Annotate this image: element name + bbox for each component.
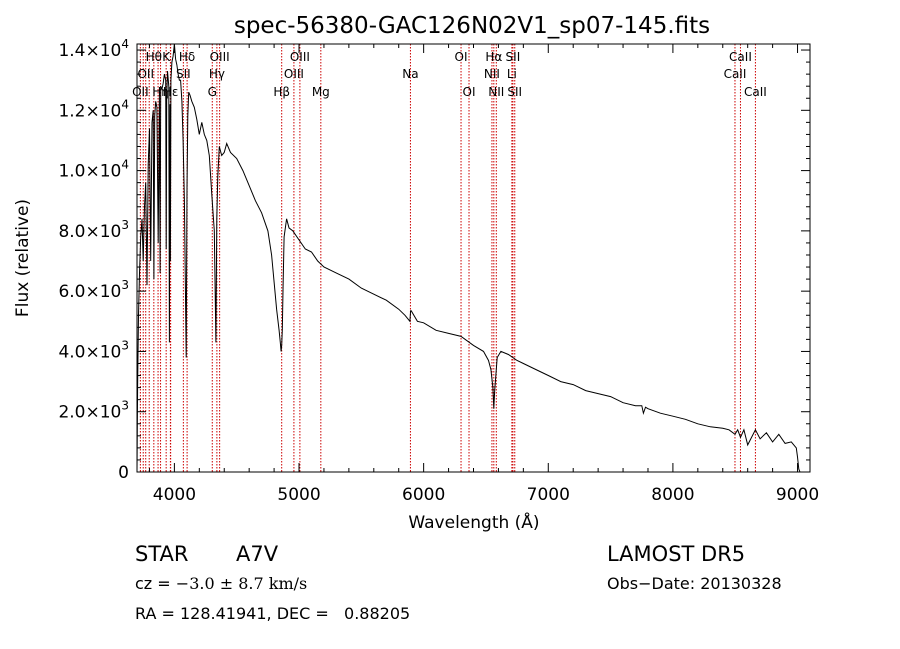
- line-marker-label: CaII: [724, 67, 747, 81]
- x-axis-label: Wavelength (Å): [408, 511, 539, 533]
- y-tick-label: 2.0×103: [58, 399, 129, 423]
- line-marker-label: CaII: [729, 50, 752, 64]
- x-tick-label: 9000: [776, 485, 819, 505]
- line-marker-labels: OIIOIIHθHηKHεSIIHδGHγOIIIHβOIIIOIIIMgNaO…: [132, 50, 767, 99]
- line-marker-label: OIII: [290, 50, 310, 64]
- survey-name: LAMOST DR5: [607, 542, 745, 566]
- line-marker-label: Hβ: [273, 85, 290, 99]
- spectrum-line: [136, 43, 801, 473]
- y-tick-label: 8.0×103: [58, 218, 129, 242]
- line-marker-label: Li: [507, 67, 517, 81]
- line-marker-label: Mg: [312, 85, 330, 99]
- line-marker-label: NII: [488, 85, 504, 99]
- x-tick-label: 4000: [153, 485, 196, 505]
- x-tick-label: 6000: [402, 485, 445, 505]
- line-marker-label: Hα: [485, 50, 502, 64]
- line-marker-label: K: [162, 50, 171, 64]
- line-marker-label: OIII: [210, 50, 230, 64]
- y-tick-label: 1.0×104: [58, 158, 129, 182]
- y-tick-label: 0: [118, 463, 129, 483]
- x-axis-ticks: 4000 5000 6000 7000 8000 9000: [148, 44, 819, 505]
- line-marker-label: SII: [507, 85, 522, 99]
- line-marker-label: OI: [463, 85, 476, 99]
- spectral-subclass: A7V: [236, 542, 279, 566]
- line-marker-label: OIII: [284, 67, 304, 81]
- line-marker-label: G: [208, 85, 217, 99]
- cz-prefix: cz =: [135, 574, 176, 593]
- y-tick-label: 1.4×104: [58, 37, 129, 61]
- obs-date: Obs−Date: 20130328: [607, 574, 782, 593]
- line-marker-label: OII: [137, 67, 154, 81]
- line-marker-label: OII: [132, 85, 149, 99]
- y-tick-label: 1.2×104: [58, 97, 129, 121]
- line-marker-label: NII: [484, 67, 500, 81]
- line-marker-label: Hγ: [209, 67, 225, 81]
- line-marker-label: Hθ: [146, 50, 162, 64]
- cz-value: −3.0 ± 8.7 km/s: [176, 574, 307, 593]
- coordinates: RA = 128.41941, DEC = 0.88205: [135, 604, 410, 623]
- chart-title: spec-56380-GAC126N02V1_sp07-145.fits: [234, 13, 710, 39]
- x-tick-label: 7000: [527, 485, 570, 505]
- cz-label: cz = −3.0 ± 8.7 km/s: [135, 574, 307, 593]
- line-marker-label: OI: [455, 50, 468, 64]
- line-marker-label: SII: [176, 67, 191, 81]
- line-marker-label: SII: [506, 50, 521, 64]
- y-tick-label: 6.0×103: [58, 278, 129, 302]
- object-class: STAR: [135, 542, 188, 566]
- line-marker-label: Hδ: [179, 50, 195, 64]
- y-tick-label: 4.0×103: [58, 338, 129, 362]
- y-axis-label: Flux (relative): [13, 199, 33, 317]
- line-markers: [139, 44, 756, 472]
- line-marker-label: Na: [402, 67, 418, 81]
- x-tick-label: 5000: [277, 485, 320, 505]
- y-axis-ticks: 0 2.0×103 4.0×103 6.0×103 8.0×103 1.0×104 1.2×…: [58, 37, 810, 483]
- x-tick-label: 8000: [651, 485, 694, 505]
- plot-frame: [136, 43, 811, 473]
- line-marker-label: CaII: [744, 85, 767, 99]
